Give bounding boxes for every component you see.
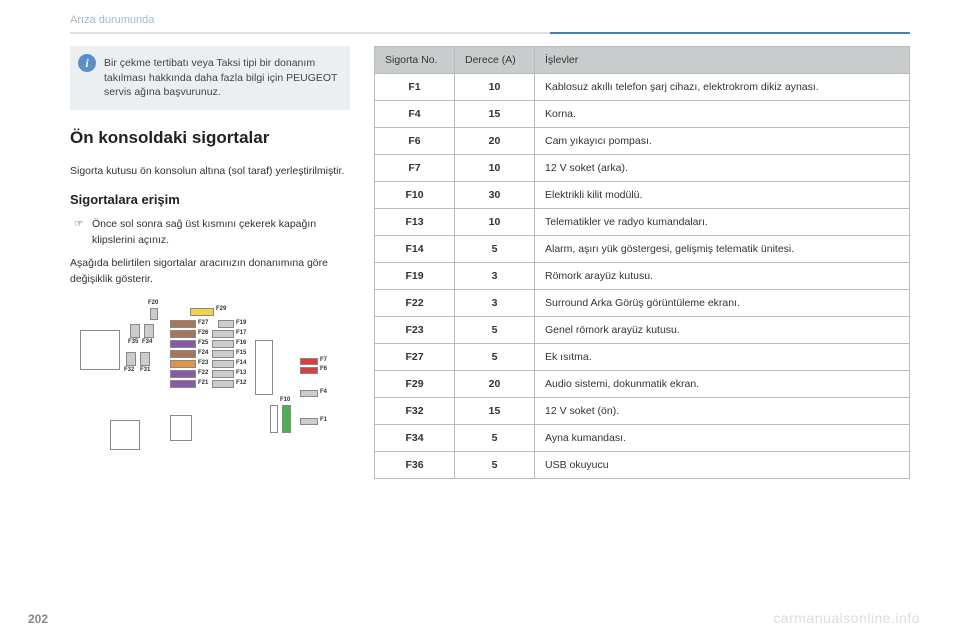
fuse-diagram: F20 F29 F35 F34 F32 F31 F27 F19 (70, 300, 340, 480)
table-row: F321512 V soket (ön). (375, 398, 910, 425)
cell-fuse-no: F29 (375, 371, 455, 398)
cell-fuse-no: F6 (375, 128, 455, 155)
cell-function: Ayna kumandası. (535, 425, 910, 452)
table-row: F365USB okuyucu (375, 452, 910, 479)
table-row: F275Ek ısıtma. (375, 344, 910, 371)
cell-fuse-no: F14 (375, 236, 455, 263)
cell-rating: 15 (455, 398, 535, 425)
cell-rating: 10 (455, 74, 535, 101)
cell-fuse-no: F34 (375, 425, 455, 452)
breadcrumb: Arıza durumunda (70, 14, 910, 26)
sub-title: Sigortalara erişim (70, 192, 350, 207)
bullet-marker: ☞ (74, 217, 92, 249)
cell-rating: 20 (455, 128, 535, 155)
bullet-item: ☞ Önce sol sonra sağ üst kısmını çekerek… (70, 217, 350, 249)
cell-function: Kablosuz akıllı telefon şarj cihazı, ele… (535, 74, 910, 101)
info-box: i Bir çekme tertibatı veya Taksi tipi bi… (70, 46, 350, 110)
cell-fuse-no: F27 (375, 344, 455, 371)
cell-fuse-no: F7 (375, 155, 455, 182)
fuse-table: Sigorta No. Derece (A) İşlevler F110Kabl… (374, 46, 910, 479)
cell-rating: 10 (455, 155, 535, 182)
section-title: Ön konsoldaki sigortalar (70, 128, 350, 148)
cell-fuse-no: F13 (375, 209, 455, 236)
cell-function: Genel römork arayüz kutusu. (535, 317, 910, 344)
table-row: F110Kablosuz akıllı telefon şarj cihazı,… (375, 74, 910, 101)
cell-rating: 5 (455, 236, 535, 263)
cell-rating: 15 (455, 101, 535, 128)
cell-function: Korna. (535, 101, 910, 128)
cell-rating: 5 (455, 317, 535, 344)
cell-function: Telematikler ve radyo kumandaları. (535, 209, 910, 236)
cell-fuse-no: F22 (375, 290, 455, 317)
cell-fuse-no: F32 (375, 398, 455, 425)
table-row: F71012 V soket (arka). (375, 155, 910, 182)
table-row: F620Cam yıkayıcı pompası. (375, 128, 910, 155)
info-text: Bir çekme tertibatı veya Taksi tipi bir … (104, 56, 340, 100)
note-text: Aşağıda belirtilen sigortalar aracınızın… (70, 256, 350, 288)
cell-function: 12 V soket (arka). (535, 155, 910, 182)
table-row: F415Korna. (375, 101, 910, 128)
cell-function: Elektrikli kilit modülü. (535, 182, 910, 209)
page-number: 202 (28, 612, 48, 626)
table-row: F193Römork arayüz kutusu. (375, 263, 910, 290)
cell-function: Surround Arka Görüş görüntüleme ekranı. (535, 290, 910, 317)
cell-function: Audio sistemi, dokunmatik ekran. (535, 371, 910, 398)
table-row: F345Ayna kumandası. (375, 425, 910, 452)
cell-rating: 5 (455, 344, 535, 371)
watermark: carmanualsonline.info (773, 610, 920, 626)
table-row: F145Alarm, aşırı yük göstergesi, gelişmi… (375, 236, 910, 263)
cell-function: Alarm, aşırı yük göstergesi, gelişmiş te… (535, 236, 910, 263)
cell-rating: 5 (455, 425, 535, 452)
cell-fuse-no: F19 (375, 263, 455, 290)
cell-rating: 10 (455, 209, 535, 236)
cell-fuse-no: F4 (375, 101, 455, 128)
th-rating: Derece (A) (455, 47, 535, 74)
info-icon: i (78, 54, 96, 72)
cell-rating: 5 (455, 452, 535, 479)
header-rule (70, 32, 910, 34)
cell-function: Ek ısıtma. (535, 344, 910, 371)
cell-rating: 30 (455, 182, 535, 209)
table-row: F1030Elektrikli kilit modülü. (375, 182, 910, 209)
intro-text: Sigorta kutusu ön konsolun altına (sol t… (70, 164, 350, 180)
table-row: F235Genel römork arayüz kutusu. (375, 317, 910, 344)
cell-fuse-no: F23 (375, 317, 455, 344)
cell-function: Cam yıkayıcı pompası. (535, 128, 910, 155)
cell-fuse-no: F36 (375, 452, 455, 479)
table-row: F1310Telematikler ve radyo kumandaları. (375, 209, 910, 236)
table-row: F223Surround Arka Görüş görüntüleme ekra… (375, 290, 910, 317)
cell-fuse-no: F1 (375, 74, 455, 101)
cell-function: Römork arayüz kutusu. (535, 263, 910, 290)
th-fuse-no: Sigorta No. (375, 47, 455, 74)
cell-fuse-no: F10 (375, 182, 455, 209)
cell-rating: 3 (455, 290, 535, 317)
cell-rating: 20 (455, 371, 535, 398)
bullet-text: Önce sol sonra sağ üst kısmını çekerek k… (92, 217, 350, 249)
cell-function: 12 V soket (ön). (535, 398, 910, 425)
cell-rating: 3 (455, 263, 535, 290)
cell-function: USB okuyucu (535, 452, 910, 479)
th-function: İşlevler (535, 47, 910, 74)
table-row: F2920Audio sistemi, dokunmatik ekran. (375, 371, 910, 398)
